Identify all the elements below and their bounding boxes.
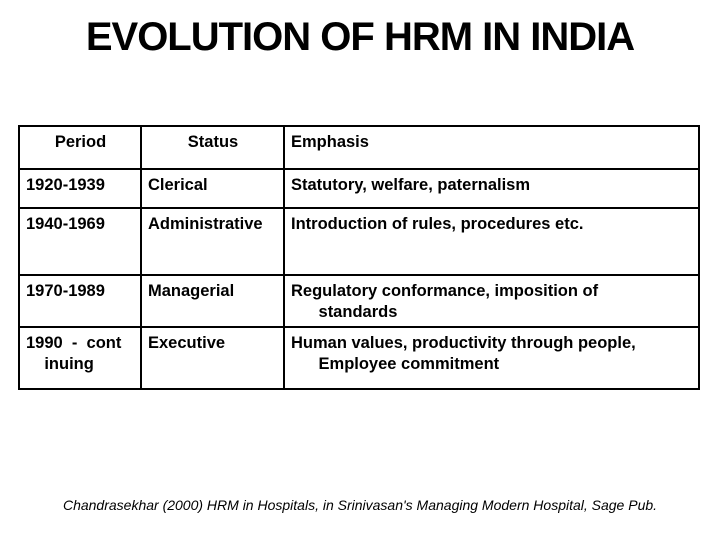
- cell-emphasis-statutory: Statutory, welfare, paternalism: [283, 168, 700, 209]
- table-row: 1990 - cont inuing Executive Human value…: [18, 326, 700, 390]
- column-header-status: Status: [140, 125, 285, 170]
- cell-period-1920-1939: 1920-1939: [18, 168, 142, 209]
- cell-period-1940-1969: 1940-1969: [18, 207, 142, 276]
- cell-status-executive: Executive: [140, 326, 285, 390]
- hrm-evolution-table: Period Status Emphasis 1920-1939 Clerica…: [18, 125, 700, 390]
- cell-emphasis-regulatory: Regulatory conformance, imposition of st…: [283, 274, 700, 328]
- cell-status-clerical: Clerical: [140, 168, 285, 209]
- cell-period-1990-continuing: 1990 - cont inuing: [18, 326, 142, 390]
- cell-status-managerial: Managerial: [140, 274, 285, 328]
- cell-status-administrative: Administrative: [140, 207, 285, 276]
- table-row: 1970-1989 Managerial Regulatory conforma…: [18, 274, 700, 328]
- cell-period-1970-1989: 1970-1989: [18, 274, 142, 328]
- column-header-emphasis: Emphasis: [283, 125, 700, 170]
- cell-emphasis-human-values: Human values, productivity through peopl…: [283, 326, 700, 390]
- citation-text: Chandrasekhar (2000) HRM in Hospitals, i…: [62, 497, 658, 513]
- column-header-period: Period: [18, 125, 142, 170]
- page-title: EVOLUTION OF HRM IN INDIA: [85, 15, 635, 59]
- cell-emphasis-introduction: Introduction of rules, procedures etc.: [283, 207, 700, 276]
- table-row: 1940-1969 Administrative Introduction of…: [18, 207, 700, 276]
- table-row: 1920-1939 Clerical Statutory, welfare, p…: [18, 168, 700, 209]
- table-header-row: Period Status Emphasis: [18, 125, 700, 170]
